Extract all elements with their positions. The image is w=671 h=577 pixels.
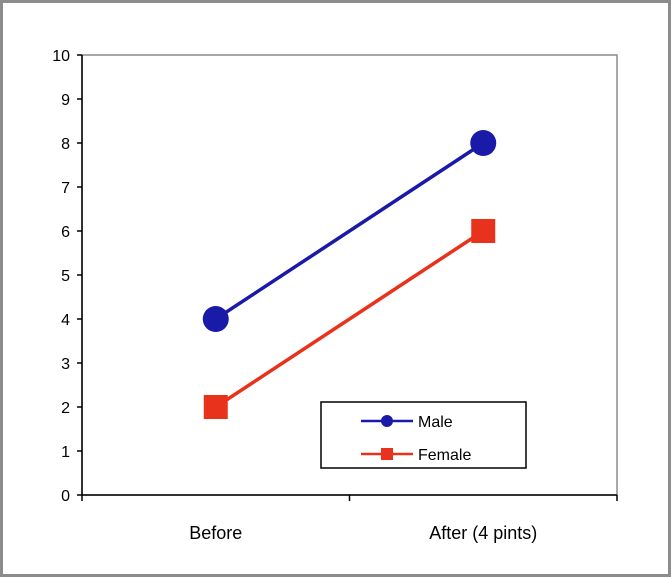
y-tick-label: 10 [52, 48, 70, 65]
series-layer [202, 130, 497, 419]
data-point-circle [470, 130, 497, 156]
legend-marker-circle [381, 415, 393, 427]
y-tick-label: 3 [61, 356, 70, 373]
series-female [203, 219, 496, 419]
x-tick-label: Before [189, 523, 242, 543]
y-tick-label: 9 [61, 92, 70, 109]
y-tick-label: 6 [61, 224, 70, 241]
axes: 0 1 2 3 4 5 6 7 8 9 10 Before After (4 pints) [52, 48, 618, 543]
legend: Male Female [320, 401, 527, 469]
series-line [214, 141, 485, 321]
y-tick-label: 8 [61, 136, 70, 153]
y-tick-label: 2 [61, 400, 70, 417]
x-tick-label: After (4 pints) [429, 523, 537, 543]
legend-label: Female [418, 447, 471, 464]
legend-item-female: Female [361, 447, 471, 464]
y-tick-label: 5 [61, 268, 70, 285]
series-line [214, 229, 485, 409]
series-male [202, 130, 497, 332]
y-tick-label: 4 [61, 312, 70, 329]
legend-marker-square [381, 448, 393, 460]
data-point-circle [202, 306, 229, 332]
legend-label: Male [418, 414, 453, 431]
data-point-square [203, 395, 228, 419]
legend-item-male: Male [361, 414, 453, 431]
y-tick-label: 1 [61, 444, 70, 461]
legend-box [320, 401, 527, 469]
y-tick-label: 7 [61, 180, 70, 197]
y-tick-label: 0 [61, 488, 70, 505]
data-point-square [471, 219, 496, 243]
